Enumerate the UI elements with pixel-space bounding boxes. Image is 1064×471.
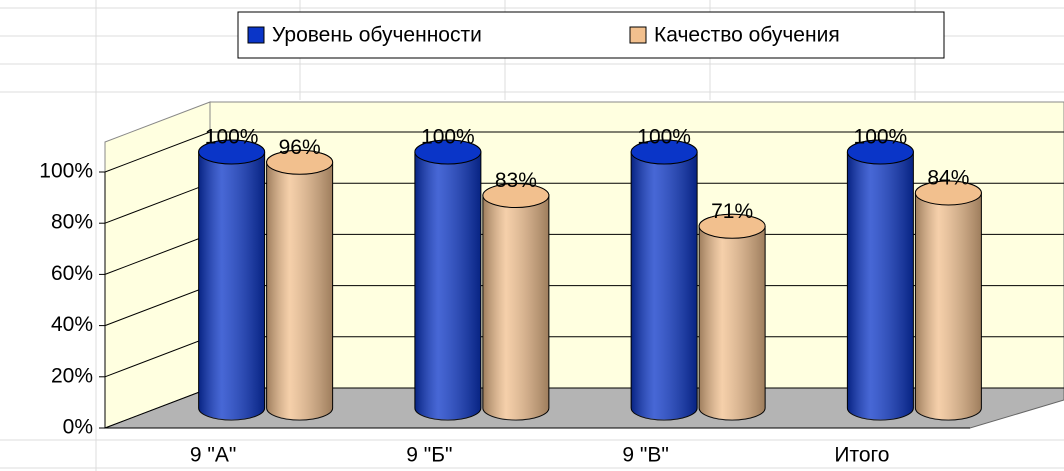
- value-label: 100%: [637, 126, 691, 149]
- value-label: 100%: [854, 126, 908, 149]
- cylinder-top: [630, 139, 698, 165]
- legend: Уровень обученности Качество обучения: [237, 11, 945, 59]
- cylinder-shade: [266, 150, 333, 421]
- cylinder-top: [414, 139, 482, 165]
- cylinder-shade: [482, 183, 549, 420]
- legend-label: Уровень обученности: [272, 24, 482, 47]
- cylinder-shade: [414, 140, 481, 420]
- side-wall: [104, 101, 211, 429]
- cylinder-top: [914, 180, 982, 206]
- cylinder-shade: [915, 180, 982, 420]
- cylinder-top: [198, 139, 266, 165]
- y-tick-label: 80%: [51, 211, 93, 234]
- value-label: 84%: [927, 167, 969, 190]
- cylinder-top: [846, 139, 914, 165]
- cylinder-top: [266, 149, 334, 175]
- grid-line: [104, 131, 1064, 173]
- cylinder-shade: [198, 140, 265, 420]
- y-tick-label: 100%: [39, 160, 93, 183]
- y-tick-label: 60%: [51, 262, 93, 285]
- x-tick-label: 9 "А": [190, 444, 236, 467]
- cylinder-shade: [699, 214, 766, 420]
- x-tick-label: Итого: [834, 444, 889, 467]
- value-label: 100%: [421, 126, 475, 149]
- cylinder-shade: [631, 140, 698, 420]
- y-tick-label: 20%: [51, 364, 93, 387]
- value-label: 71%: [711, 200, 753, 223]
- legend-box: [237, 11, 945, 59]
- legend-label: Качество обучения: [654, 24, 840, 47]
- cylinder-shade: [847, 140, 914, 420]
- legend-swatch: [247, 26, 265, 44]
- plot-area: 0% 20% 40% 60% 80% 100% 9 "А" 9 "Б" 9 "В" Итого 10…: [39, 101, 1064, 467]
- value-label: 96%: [279, 136, 321, 159]
- cylinder-top: [698, 213, 766, 239]
- y-tick-label: 0%: [63, 416, 93, 439]
- cylinder-top: [482, 183, 550, 209]
- value-label: 83%: [495, 169, 537, 192]
- x-tick-label: 9 "Б": [406, 444, 452, 467]
- x-tick-label: 9 "В": [622, 444, 668, 467]
- legend-swatch: [629, 26, 647, 44]
- value-label: 100%: [205, 126, 259, 149]
- y-tick-label: 40%: [51, 313, 93, 336]
